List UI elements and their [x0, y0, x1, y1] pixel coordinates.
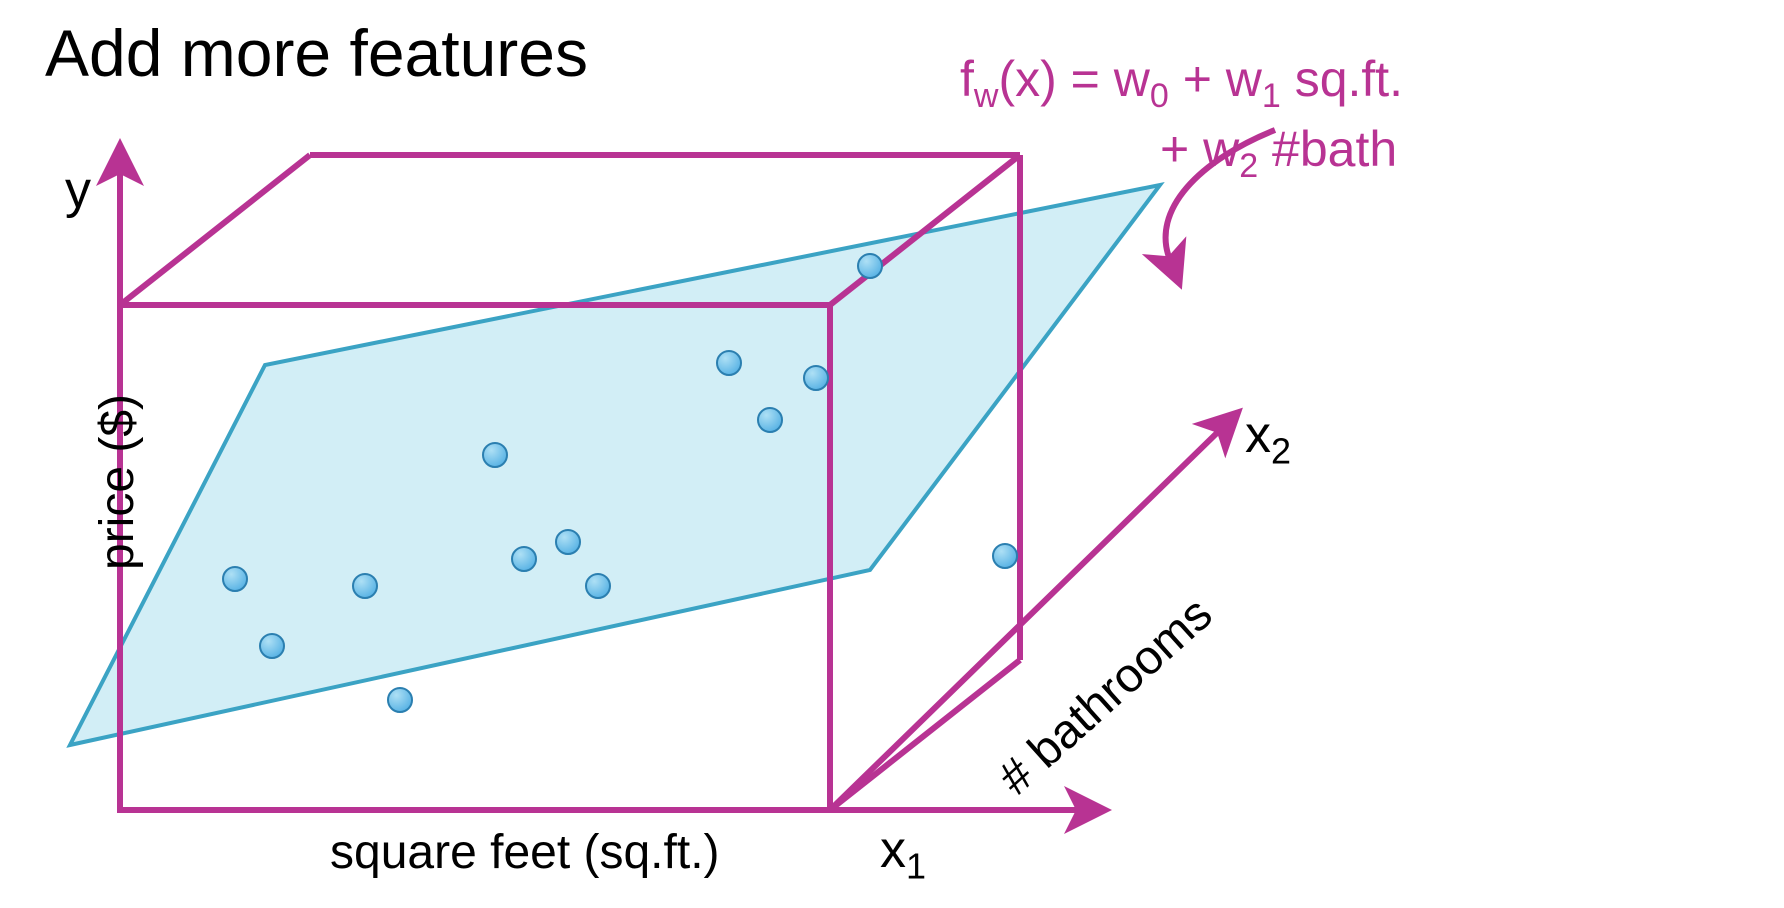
data-point: [758, 408, 782, 432]
data-point: [388, 688, 412, 712]
data-point: [512, 547, 536, 571]
data-point: [556, 530, 580, 554]
data-point: [223, 567, 247, 591]
formula-line-2: + w2 #bath: [960, 118, 1403, 188]
x2-axis-variable: x2: [1245, 405, 1291, 472]
data-point: [804, 366, 828, 390]
formula-line-1: fw(x) = w0 + w1 sq.ft.: [960, 48, 1403, 118]
y-axis-variable: y: [65, 160, 91, 220]
x1-axis-variable: x1: [880, 820, 926, 887]
y-axis-label: price ($): [90, 394, 145, 570]
data-point: [260, 634, 284, 658]
regression-formula: fw(x) = w0 + w1 sq.ft. + w2 #bath: [960, 48, 1403, 187]
data-point: [586, 574, 610, 598]
data-point: [993, 544, 1017, 568]
data-point: [483, 443, 507, 467]
regression-plane: [70, 185, 1160, 745]
data-point: [717, 351, 741, 375]
data-point: [353, 574, 377, 598]
diagram-svg: [0, 0, 1784, 908]
data-point: [858, 254, 882, 278]
x1-axis-label: square feet (sq.ft.): [330, 825, 720, 880]
